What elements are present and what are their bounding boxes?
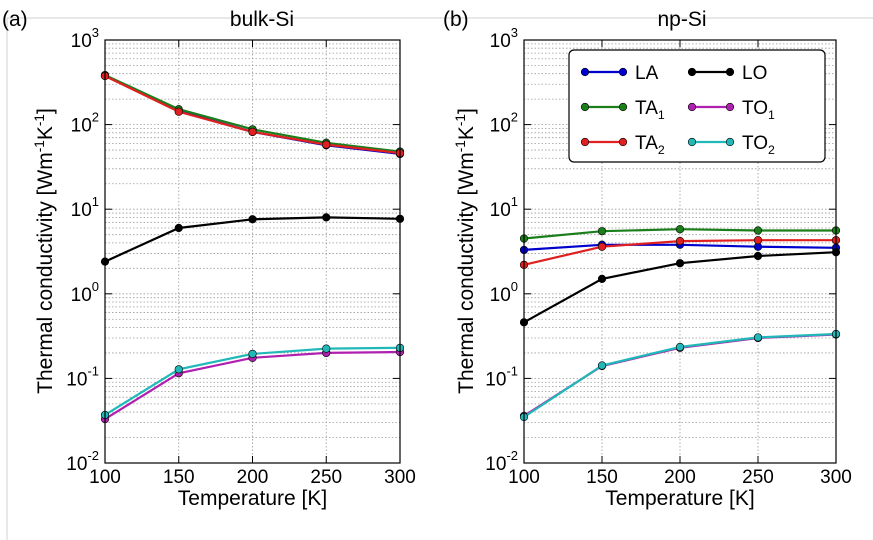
legend-marker xyxy=(687,102,697,112)
legend-label: TO1​ xyxy=(742,98,775,122)
y-tick-label: 102 xyxy=(490,110,518,137)
x-axis-label: Temperature [K] xyxy=(605,487,754,510)
series-lo xyxy=(100,213,405,266)
y-tick-label: 10-2 xyxy=(66,448,99,475)
legend-marker xyxy=(618,67,628,77)
x-tick-label: 250 xyxy=(310,467,342,488)
legend-marker xyxy=(580,67,590,77)
y-tick-label: 103 xyxy=(71,25,99,52)
legend-item: TO2​ xyxy=(687,133,775,157)
y-tick-label: 10-1 xyxy=(485,363,518,390)
legend-item: LO xyxy=(687,63,767,84)
data-point xyxy=(322,344,331,353)
series-ta2 xyxy=(519,236,841,269)
y-tick-label: 100 xyxy=(490,279,518,306)
data-point xyxy=(248,127,257,136)
series-ta1 xyxy=(519,225,841,243)
grid xyxy=(105,40,400,463)
chart-panel-b: 10-2 10-1 100 101 102 103 100 150 200 250 300 Tempe… xyxy=(443,8,852,510)
data-point xyxy=(248,215,257,224)
data-point xyxy=(174,107,183,116)
chart-title: np-Si xyxy=(657,8,706,31)
x-tick-label: 150 xyxy=(163,467,195,488)
data-point xyxy=(753,226,763,235)
legend-marker xyxy=(687,67,697,77)
legend-marker xyxy=(687,137,697,147)
y-tick-label: 101 xyxy=(490,194,518,221)
x-tick-label: 100 xyxy=(508,467,540,488)
legend-item: TA2​ xyxy=(580,133,665,157)
data-point xyxy=(248,349,257,358)
y-tick-label: 103 xyxy=(490,25,518,52)
y-tick-label: 102 xyxy=(71,110,99,137)
data-point xyxy=(174,223,183,233)
y-tick-label: 10-1 xyxy=(66,363,99,390)
series-to2 xyxy=(519,329,841,422)
data-point xyxy=(753,333,763,342)
data-point xyxy=(322,140,331,149)
legend-label: TA1​ xyxy=(635,98,665,122)
y-tick-label: 10-2 xyxy=(485,448,518,475)
legend-item: TA1​ xyxy=(580,98,665,122)
y-tick-label: 101 xyxy=(71,194,99,221)
legend-marker xyxy=(725,67,735,77)
data-point xyxy=(597,242,607,251)
legend-item: LA xyxy=(580,63,659,84)
x-tick-label: 300 xyxy=(820,467,852,488)
legend-marker xyxy=(618,102,628,112)
legend-label: TA2​ xyxy=(635,133,665,157)
x-tick-label: 150 xyxy=(586,467,618,488)
panel-label: (b) xyxy=(443,8,469,31)
chart-title: bulk-Si xyxy=(230,8,294,31)
data-point xyxy=(174,365,183,374)
legend-marker xyxy=(725,137,735,147)
x-axis-label: Temperature [K] xyxy=(178,487,327,510)
panel-label: (a) xyxy=(2,8,28,31)
data-point xyxy=(675,342,685,352)
data-point xyxy=(597,227,607,236)
data-point xyxy=(675,236,685,246)
data-point xyxy=(597,361,607,370)
x-tick-label: 300 xyxy=(384,467,416,488)
legend-marker xyxy=(580,137,590,147)
legend: LA LO TA1​ TO1​ TA2​ TO2​ xyxy=(568,49,826,163)
y-tick-label: 100 xyxy=(71,279,99,306)
y-axis-label: Thermal conductivity [Wm-1​K-1​] xyxy=(32,108,57,394)
data-point xyxy=(675,225,685,234)
data-point xyxy=(753,251,763,261)
legend-label: TO2​ xyxy=(742,133,775,157)
legend-marker xyxy=(580,102,590,112)
x-tick-label: 200 xyxy=(237,467,269,488)
x-tick-label: 200 xyxy=(664,467,696,488)
legend-marker xyxy=(725,102,735,112)
x-tick-label: 250 xyxy=(742,467,774,488)
x-tick-label: 100 xyxy=(89,467,121,488)
data-point xyxy=(675,259,685,268)
legend-label: LA xyxy=(635,63,659,84)
legend-label: LO xyxy=(742,63,767,84)
chart-panel-a: 10-2 10-1 100 101 102 103 100 150 200 250 300 Tempe… xyxy=(2,8,416,510)
data-point xyxy=(322,213,331,222)
series-lo xyxy=(519,248,841,327)
legend-marker xyxy=(618,137,628,147)
legend-item: TO1​ xyxy=(687,98,775,122)
data-point xyxy=(753,236,763,245)
data-point xyxy=(597,274,607,284)
y-axis-label: Thermal conductivity [Wm-1​K-1​] xyxy=(453,108,478,394)
